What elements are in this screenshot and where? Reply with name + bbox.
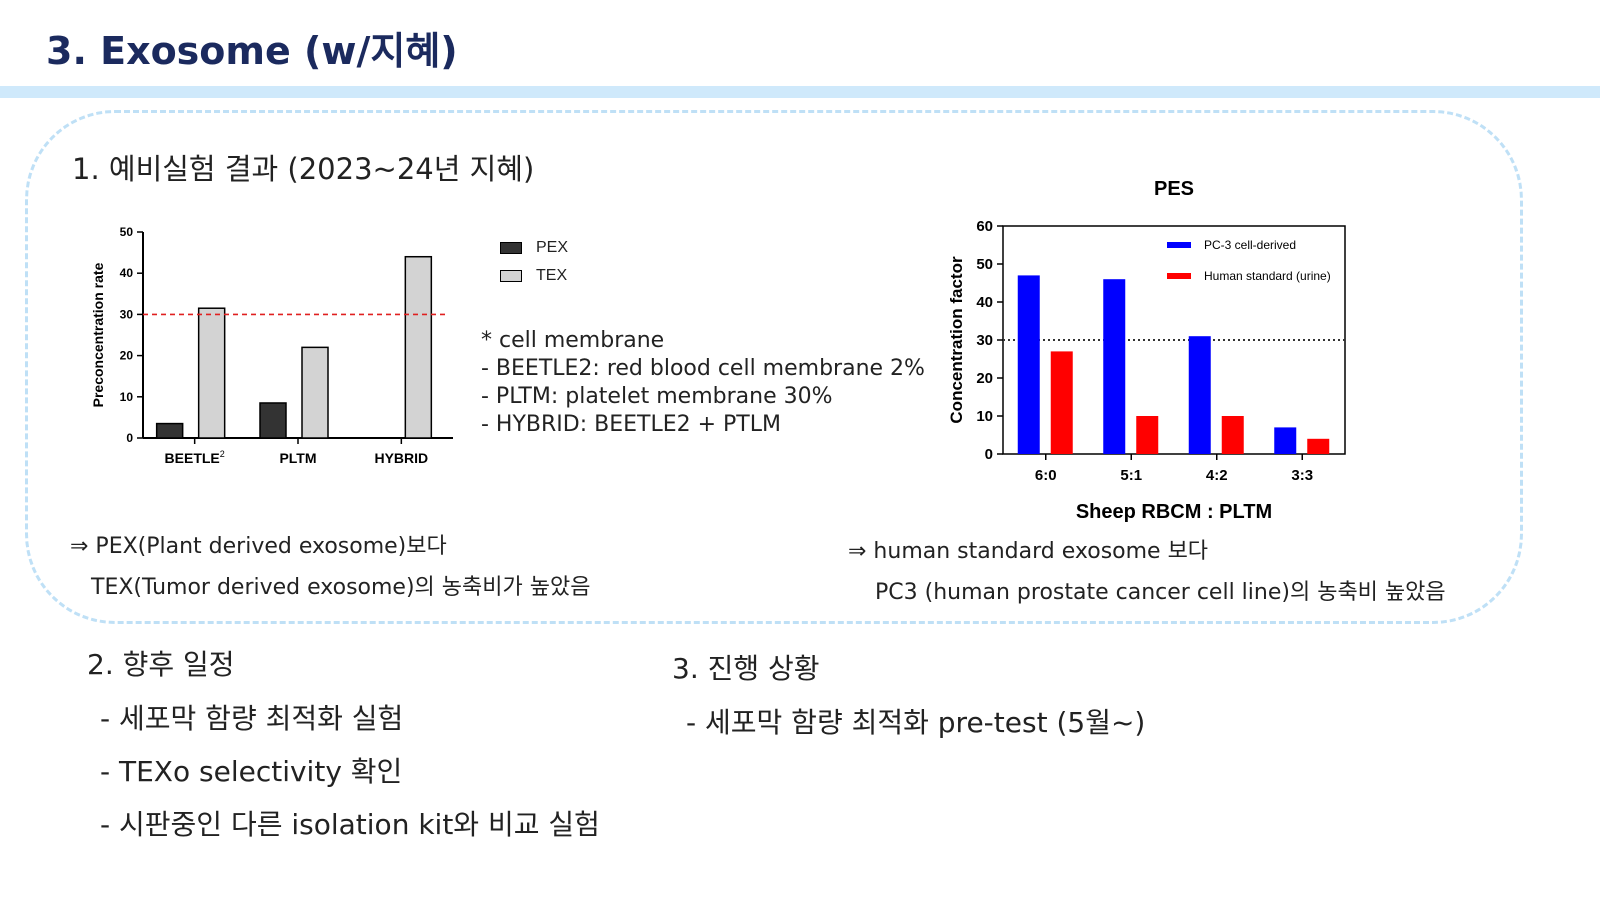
title-underline-bar — [0, 86, 1600, 98]
y-tick-label-30: 30 — [976, 332, 993, 349]
chart-left-legend: PEX TEX — [500, 234, 568, 290]
y-tick-label-50: 50 — [976, 256, 993, 273]
y-tick-label-30: 30 — [120, 307, 134, 321]
section1-heading: 1. 예비실험 결과 (2023~24년 지혜) — [72, 152, 535, 186]
y-tick-label-10: 10 — [120, 390, 134, 404]
legend-item-pex: PEX — [500, 234, 568, 262]
section2-item-1: - TEXo selectivity 확인 — [100, 755, 403, 788]
bar-human-standard-urine-4-2 — [1221, 416, 1244, 454]
pes-bar-chart: PES 0 10 20 30 40 50 60 Concentration factor 6:0 5… — [947, 178, 1346, 523]
legend-label-pex: PEX — [536, 239, 569, 256]
y-tick-label-0: 0 — [126, 431, 133, 445]
y-axis-label: Preconcentration rate — [90, 262, 106, 407]
legend-label-pc-3-cell-derived: PC-3 cell-derived — [1204, 238, 1296, 252]
section2-heading: 2. 향후 일정 — [87, 648, 235, 681]
section2-item-2: - 시판중인 다른 isolation kit와 비교 실험 — [100, 808, 600, 841]
y-tick-label-60: 60 — [976, 218, 993, 235]
legend-swatch-tex — [500, 270, 522, 282]
note-line-1: - BEETLE2: red blood cell membrane 2% — [481, 356, 925, 381]
legend-label-human-standard-urine: Human standard (urine) — [1204, 269, 1331, 283]
section3-heading: 3. 진행 상황 — [672, 652, 820, 685]
bar-human-standard-urine-5-1 — [1136, 416, 1159, 454]
note-line-0: * cell membrane — [481, 328, 665, 353]
x-axis-label: Sheep RBCM : PLTM — [1076, 501, 1272, 523]
bar-human-standard-urine-3-3 — [1307, 438, 1330, 454]
conclusion-left-line1: ⇒ PEX(Plant derived exosome)보다 — [70, 534, 447, 559]
membrane-notes: * cell membrane - BEETLE2: red blood cel… — [481, 327, 925, 439]
section3-item-0: - 세포막 함량 최적화 pre-test (5월~) — [686, 706, 1146, 739]
note-line-3: - HYBRID: BEETLE2 + PTLM — [481, 412, 781, 437]
bar-pc-3-cell-derived-3-3 — [1274, 427, 1297, 454]
bar-tex-pltm — [301, 346, 329, 439]
bar-pc-3-cell-derived-6-0 — [1017, 275, 1040, 454]
chart-title: PES — [1154, 178, 1194, 200]
bar-pc-3-cell-derived-5-1 — [1103, 279, 1126, 454]
bar-pc-3-cell-derived-4-2 — [1188, 336, 1211, 454]
x-tick-label-3-3: 3:3 — [1291, 467, 1313, 484]
section2-item-0: - 세포막 함량 최적화 실험 — [100, 702, 404, 735]
y-tick-label-20: 20 — [120, 349, 134, 363]
x-tick-label-4-2: 4:2 — [1206, 467, 1228, 484]
bar-human-standard-urine-6-0 — [1050, 351, 1073, 454]
note-line-2: - PLTM: platelet membrane 30% — [481, 384, 833, 409]
y-tick-label-0: 0 — [985, 446, 993, 463]
legend-swatch-human-standard-urine — [1167, 273, 1191, 279]
y-axis-label: Concentration factor — [947, 256, 966, 424]
bar-pex-pltm — [259, 402, 287, 439]
x-tick-label-beetle2: BEETLE2 — [165, 449, 225, 466]
bar-tex-beetle2 — [197, 307, 226, 439]
results-dashed-box — [25, 110, 1523, 624]
legend-label-tex: TEX — [536, 267, 568, 284]
conclusion-left-line2: TEX(Tumor derived exosome)의 농축비가 높았음 — [91, 575, 591, 600]
preconcentration-bar-chart: 0 10 20 30 40 50 Preconcentration rate BEETLE2 P… — [90, 225, 453, 466]
legend-swatch-pex — [500, 242, 522, 254]
bar-pex-beetle2 — [155, 422, 184, 439]
x-tick-label-6-0: 6:0 — [1035, 467, 1057, 484]
conclusion-right-line2: PC3 (human prostate cancer cell line)의 농… — [875, 580, 1446, 605]
y-tick-label-50: 50 — [120, 225, 134, 239]
legend-item-tex: TEX — [500, 262, 568, 290]
x-tick-label-pltm: PLTM — [279, 450, 316, 466]
slide-title: 3. Exosome (w/지혜) — [46, 29, 458, 73]
y-tick-label-20: 20 — [976, 370, 993, 387]
conclusion-right-line1: ⇒ human standard exosome 보다 — [848, 539, 1209, 564]
x-tick-label-hybrid: HYBRID — [374, 450, 428, 466]
y-tick-label-10: 10 — [976, 408, 993, 425]
y-tick-label-40: 40 — [976, 294, 993, 311]
legend-swatch-pc-3-cell-derived — [1167, 242, 1191, 248]
bar-tex-hybrid — [404, 255, 433, 439]
x-tick-label-5-1: 5:1 — [1120, 467, 1142, 484]
y-tick-label-40: 40 — [120, 266, 134, 280]
